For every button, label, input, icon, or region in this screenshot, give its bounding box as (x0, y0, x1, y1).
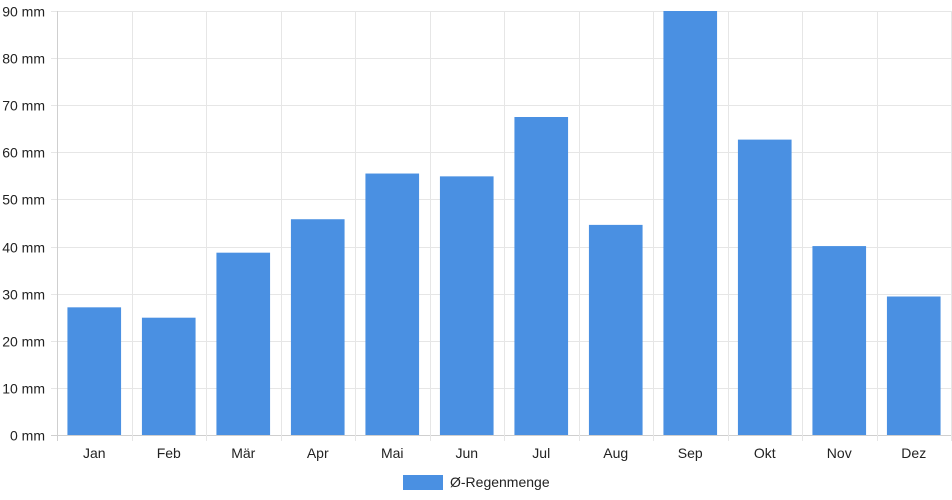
x-tick-label: Dez (901, 445, 926, 461)
bar-mär[interactable] (216, 252, 271, 435)
x-tick-label: Jun (455, 445, 478, 461)
bar-apr[interactable] (290, 219, 345, 435)
x-tick-label: Feb (157, 445, 181, 461)
x-tick-label: Apr (307, 445, 329, 461)
y-axis-tick-labels: 0 mm 10 mm 20 mm 30 mm 40 mm 50 mm 60 mm 70 mm 8… (2, 4, 45, 444)
y-tick-label: 50 mm (2, 192, 45, 208)
bar-aug[interactable] (588, 224, 643, 435)
x-tick-label: Jul (532, 445, 550, 461)
y-tick-label: 70 mm (2, 98, 45, 114)
y-tick-label: 60 mm (2, 145, 45, 161)
legend-swatch (403, 475, 443, 490)
y-tick-label: 90 mm (2, 4, 45, 20)
x-tick-label: Mai (381, 445, 404, 461)
bar-nov[interactable] (812, 246, 867, 435)
legend-label-rainfall: Ø-Regenmenge (450, 474, 550, 490)
y-tick-label: 30 mm (2, 287, 45, 303)
legend[interactable]: Ø-Regenmenge (403, 474, 550, 490)
x-tick-label: Jan (83, 445, 106, 461)
y-tick-label: 10 mm (2, 381, 45, 397)
bar-feb[interactable] (141, 317, 196, 435)
y-tick-label: 0 mm (10, 428, 45, 444)
bar-dez[interactable] (886, 296, 941, 435)
y-tick-label: 40 mm (2, 240, 45, 256)
bar-okt[interactable] (737, 139, 792, 435)
bar-mai[interactable] (365, 173, 420, 436)
x-tick-label: Mär (231, 445, 255, 461)
bar-jan[interactable] (67, 307, 122, 435)
x-tick-label: Sep (678, 445, 703, 461)
x-tick-label: Aug (603, 445, 628, 461)
x-tick-label: Nov (827, 445, 852, 461)
y-tick-label: 80 mm (2, 51, 45, 67)
bar-jun[interactable] (439, 176, 494, 436)
bar-sep[interactable] (663, 11, 718, 435)
x-tick-label: Okt (754, 445, 776, 461)
y-tick-label: 20 mm (2, 334, 45, 350)
bars (67, 11, 941, 436)
x-axis-tick-labels: Jan Feb Mär Apr Mai Jun Jul Aug Sep Okt Nov Dez (83, 445, 926, 461)
bar-jul[interactable] (514, 117, 569, 435)
